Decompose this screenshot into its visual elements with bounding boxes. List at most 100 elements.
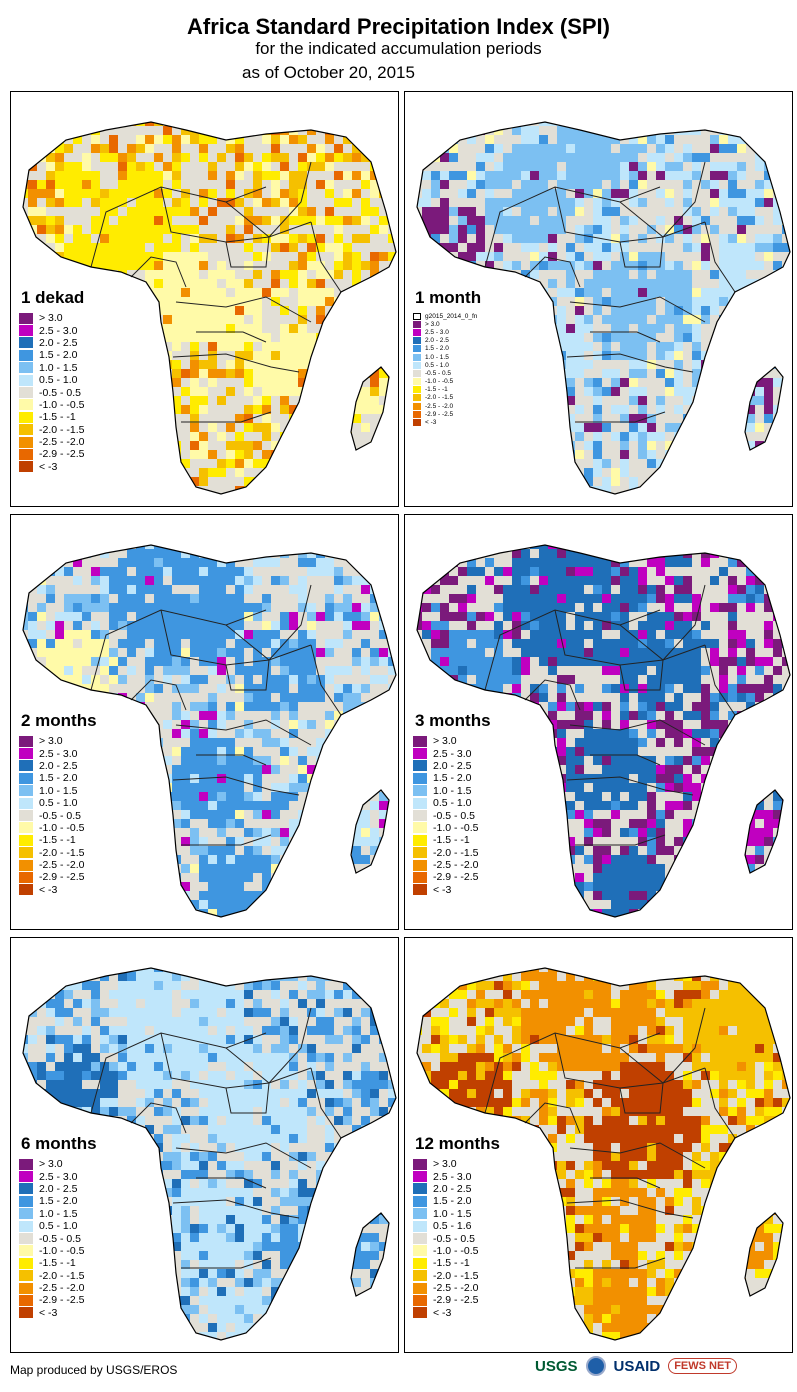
legend-label: < -3 xyxy=(39,460,58,473)
madagascar-coastline xyxy=(350,1212,390,1297)
legend-item: -1.0 - -0.5 xyxy=(413,822,491,834)
legend-swatch xyxy=(413,1158,427,1170)
legend-swatch xyxy=(413,337,421,345)
coastline xyxy=(416,544,791,918)
legend-label: -1.5 - -1 xyxy=(39,834,76,847)
legend-item: > 3.0 xyxy=(413,735,491,747)
legend-swatch xyxy=(19,871,33,883)
legend-item: -1.5 - -1 xyxy=(19,411,85,423)
legend-item: 2.0 - 2.5 xyxy=(413,760,491,772)
legend-swatch xyxy=(19,374,33,386)
legend-swatch xyxy=(19,822,33,834)
map-panel-2-months: 2 months > 3.0 2.5 - 3.0 2.0 - 2.5 1.5 - 2.0… xyxy=(10,514,399,930)
legend-item: -1.0 - -0.5 xyxy=(19,822,97,834)
legend: 3 months > 3.0 2.5 - 3.0 2.0 - 2.5 1.5 - 2.0… xyxy=(413,711,491,896)
legend-item: -2.0 - -1.5 xyxy=(413,847,491,859)
coastline xyxy=(22,967,397,1341)
legend-swatch xyxy=(19,387,33,399)
legend-swatch xyxy=(19,1195,33,1207)
legend-swatch xyxy=(413,369,421,377)
legend-item: -0.5 - 0.5 xyxy=(413,369,481,377)
legend-label: 1.0 - 1.5 xyxy=(39,361,78,374)
legend-label: 2.0 - 2.5 xyxy=(433,759,472,772)
legend-label: -2.0 - -1.5 xyxy=(425,394,454,402)
legend-label: > 3.0 xyxy=(39,312,63,325)
legend-label: -2.0 - -1.5 xyxy=(39,846,85,859)
legend-item: < -3 xyxy=(19,884,97,896)
legend-item: 0.5 - 1.0 xyxy=(19,797,97,809)
legend-swatch xyxy=(19,834,33,846)
legend-label: 2.0 - 2.5 xyxy=(433,1182,472,1195)
legend-item: -2.9 - -2.5 xyxy=(19,871,97,883)
legend-item: > 3.0 xyxy=(19,735,97,747)
legend-swatch xyxy=(413,859,427,871)
legend-label: 1.0 - 1.5 xyxy=(39,1207,78,1220)
legend-item: -1.5 - -1 xyxy=(413,834,491,846)
legend-item: -1.5 - -1 xyxy=(413,386,481,394)
legend-swatch xyxy=(19,1220,33,1232)
legend-item: -2.5 - -2.0 xyxy=(19,436,85,448)
legend-swatch xyxy=(19,448,33,460)
panel-title: 2 months xyxy=(21,711,97,730)
legend-swatch xyxy=(413,1195,427,1207)
legend-label: 2.5 - 3.0 xyxy=(425,328,449,336)
legend-item: 2.0 - 2.5 xyxy=(413,337,481,345)
country-borders xyxy=(484,1007,736,1269)
legend-label: -2.5 - -2.0 xyxy=(425,402,454,410)
legend-label: -1.5 - -1 xyxy=(433,1257,470,1270)
legend-item: -1.0 - -0.5 xyxy=(413,378,481,386)
legend-swatch xyxy=(19,1307,33,1319)
africa-map xyxy=(22,121,397,495)
legend-label: 2.5 - 3.0 xyxy=(39,324,78,337)
legend-swatch xyxy=(413,1208,427,1220)
legend-swatch xyxy=(413,847,427,859)
legend-label: < -3 xyxy=(39,1306,58,1319)
legend-swatch xyxy=(19,411,33,423)
legend-label: -1.5 - -1 xyxy=(39,1257,76,1270)
legend-item: 2.5 - 3.0 xyxy=(413,1170,500,1183)
legend-item: 2.5 - 3.0 xyxy=(19,324,85,337)
legend-label: -1.5 - -1 xyxy=(433,834,470,847)
legend-label: 1.5 - 2.0 xyxy=(39,349,78,362)
legend-label: -0.5 - 0.5 xyxy=(39,1232,82,1245)
legend-swatch xyxy=(413,871,427,883)
legend-label: 2.0 - 2.5 xyxy=(425,337,449,345)
legend: 12 months > 3.0 2.5 - 3.0 2.0 - 2.5 1.5 - 2.… xyxy=(413,1134,500,1319)
legend: 1 dekad > 3.0 2.5 - 3.0 2.0 - 2.5 1.5 - 2.0 1… xyxy=(19,288,85,473)
legend-item: < -3 xyxy=(19,461,85,473)
legend-swatch xyxy=(413,328,421,336)
legend-label: -2.9 - -2.5 xyxy=(39,448,85,461)
legend-item: -2.0 - -1.5 xyxy=(413,1270,500,1282)
footer-credit: Map produced by USGS/EROS xyxy=(10,1363,178,1377)
usaid-logo: USAID xyxy=(613,1357,661,1375)
legend-label: < -3 xyxy=(39,883,58,896)
legend-label: 0.5 - 1.0 xyxy=(39,374,78,387)
legend-label: 1.5 - 2.0 xyxy=(39,1195,78,1208)
legend-swatch xyxy=(19,1171,33,1183)
legend-swatch xyxy=(19,735,33,747)
legend-item: 1.5 - 2.0 xyxy=(413,1195,500,1207)
legend-item: > 3.0 xyxy=(19,1158,97,1170)
legend-item: < -3 xyxy=(413,1307,500,1319)
legend-label: 2.0 - 2.5 xyxy=(39,336,78,349)
legend-item: < -3 xyxy=(19,1307,97,1319)
legend-label: 2.5 - 3.0 xyxy=(433,747,472,760)
legend-item: 2.5 - 3.0 xyxy=(413,747,491,760)
country-borders xyxy=(90,161,342,423)
map-panel-3-months: 3 months > 3.0 2.5 - 3.0 2.0 - 2.5 1.5 - 2.0… xyxy=(404,514,793,930)
legend-label: 2.0 - 2.5 xyxy=(39,759,78,772)
legend-item: -2.0 - -1.5 xyxy=(19,424,85,436)
africa-map xyxy=(416,544,791,918)
legend-swatch xyxy=(413,822,427,834)
legend-swatch xyxy=(19,748,33,760)
legend-label: -2.9 - -2.5 xyxy=(39,871,85,884)
legend-item: 1.0 - 1.5 xyxy=(19,785,97,797)
legend-label: -1.0 - -0.5 xyxy=(39,1244,85,1257)
africa-map xyxy=(22,967,397,1341)
legend-label: > 3.0 xyxy=(425,320,440,328)
legend-item: -2.5 - -2.0 xyxy=(413,1282,500,1294)
legend-swatch xyxy=(413,1220,427,1232)
africa-map xyxy=(416,121,791,495)
legend-swatch xyxy=(19,362,33,374)
legend-label: -2.0 - -1.5 xyxy=(433,1269,479,1282)
